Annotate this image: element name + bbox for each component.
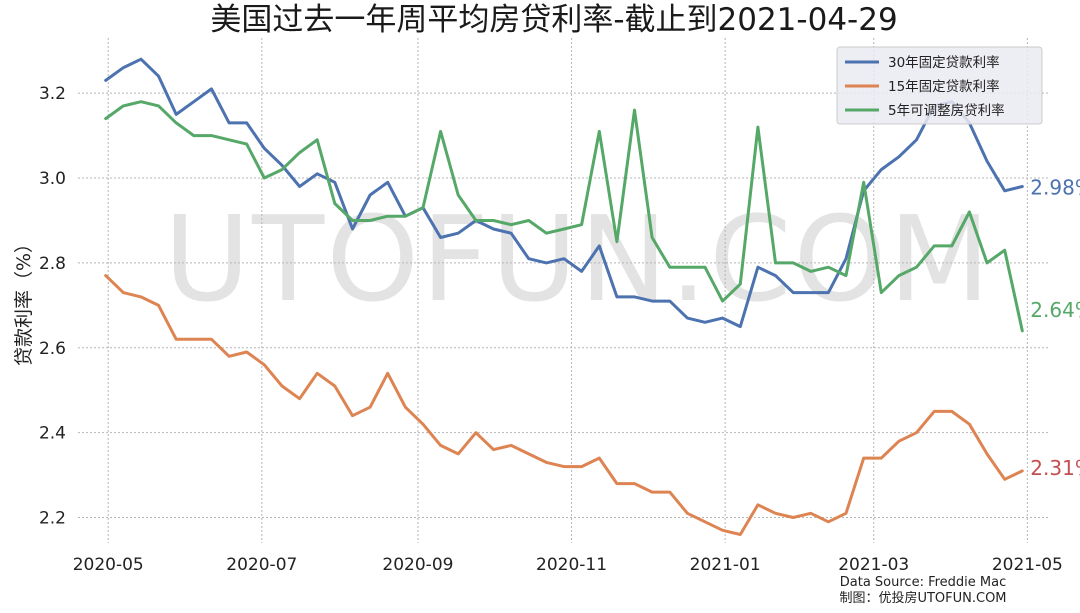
data-source-text: Data Source: Freddie Mac (840, 575, 1007, 590)
legend-frame (836, 46, 1043, 125)
y-tick-label-2-6: 2.6 (39, 339, 66, 359)
legend-label-3: 5年可调整房贷利率 (888, 102, 1005, 119)
chart-title: 美国过去一年周平均房贷利率-截止到2021-04-29 (210, 2, 897, 38)
x-tick-label-2020-07: 2020-07 (226, 555, 297, 575)
series-line-3 (104, 100, 1024, 333)
end-labels: 2.98% 2.31% 2.64% (1030, 176, 1080, 480)
y-tick-label-2-4: 2.4 (39, 424, 66, 444)
legend: 30年固定贷款利率 15年固定贷款利率 5年可调整房贷利率 (836, 46, 1043, 125)
end-value-label-1: 2.98% (1030, 176, 1080, 200)
x-tick-label-2020-11: 2020-11 (536, 555, 607, 575)
x-tick-label-2021-01: 2021-01 (690, 555, 761, 575)
credit-text: 制图：优投房UTOFUN.COM (839, 590, 1006, 606)
legend-label-1: 30年固定贷款利率 (888, 54, 1000, 71)
x-tick-label-2020-05: 2020-05 (73, 555, 144, 575)
watermark: UTOFUN.COM (164, 190, 992, 328)
y-tick-label-2-2: 2.2 (39, 509, 66, 529)
x-tick-label-2020-09: 2020-09 (382, 555, 453, 575)
x-tick-label-2021-05: 2021-05 (992, 555, 1063, 575)
legend-label-2: 15年固定贷款利率 (888, 78, 1000, 95)
series-lines (104, 57, 1024, 536)
axis-ticks: 2.2 2.4 2.6 2.8 3.0 3.2 2020-05 2020-07 2020-09 2… (39, 84, 1063, 575)
y-tick-label-3-0: 3.0 (39, 169, 66, 189)
y-tick-label-2-8: 2.8 (39, 254, 66, 274)
series-line-2 (104, 274, 1024, 536)
y-axis-label: 贷款利率（%） (13, 234, 35, 366)
x-tick-label-2021-03: 2021-03 (838, 555, 909, 575)
end-value-label-3: 2.64% (1030, 298, 1080, 322)
end-value-label-2: 2.31% (1030, 456, 1080, 480)
series-line-1 (104, 57, 1024, 329)
y-tick-label-3-2: 3.2 (39, 84, 66, 104)
